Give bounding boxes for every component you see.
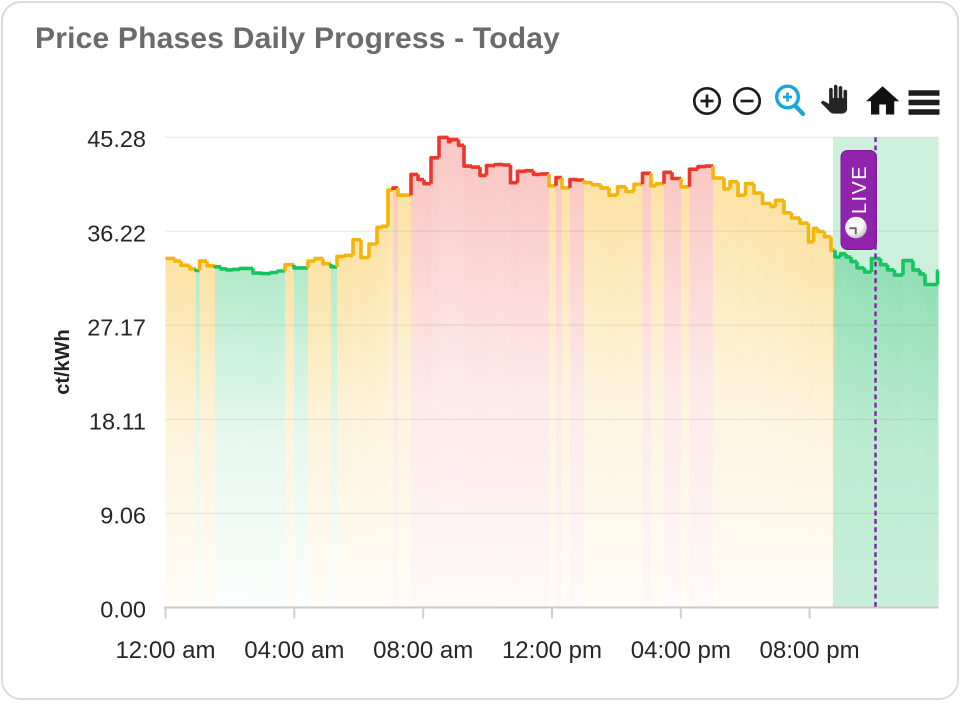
svg-text:ct/kWh: ct/kWh	[52, 329, 74, 395]
svg-text:36.22: 36.22	[87, 220, 146, 246]
svg-text:18.11: 18.11	[89, 408, 146, 434]
svg-text:12:00 am: 12:00 am	[115, 637, 215, 664]
svg-text:08:00 pm: 08:00 pm	[760, 637, 860, 664]
svg-text:0.00: 0.00	[100, 597, 146, 623]
svg-text:9.06: 9.06	[100, 502, 146, 528]
svg-text:45.28: 45.28	[87, 126, 146, 152]
svg-text:04:00 pm: 04:00 pm	[631, 637, 731, 664]
svg-text:27.17: 27.17	[87, 314, 146, 340]
svg-text:LIVE: LIVE	[849, 165, 871, 214]
svg-text:08:00 am: 08:00 am	[373, 637, 473, 664]
svg-text:12:00 pm: 12:00 pm	[502, 637, 602, 664]
svg-text:04:00 am: 04:00 am	[244, 637, 344, 664]
